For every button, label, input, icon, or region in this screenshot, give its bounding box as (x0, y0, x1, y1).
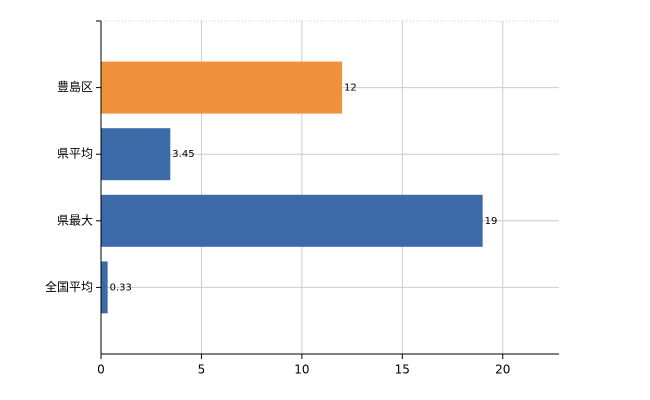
value-label: 3.45 (172, 149, 194, 160)
value-label: 12 (344, 83, 357, 94)
bar (101, 128, 171, 181)
y-tick-label: 県最大 (57, 213, 93, 227)
y-tick-label: 県平均 (57, 147, 93, 161)
x-tick-label: 5 (198, 363, 206, 377)
x-tick-label: 20 (495, 363, 510, 377)
bar (101, 194, 483, 247)
value-label: 19 (485, 216, 498, 227)
value-label: 0.33 (110, 282, 132, 293)
x-tick-label: 0 (97, 363, 105, 377)
x-tick-label: 15 (395, 363, 410, 377)
bar (101, 61, 343, 114)
x-tick-label: 10 (294, 363, 309, 377)
y-tick-label: 全国平均 (45, 279, 93, 294)
bar (101, 261, 108, 314)
y-tick-label: 豊島区 (57, 79, 93, 94)
